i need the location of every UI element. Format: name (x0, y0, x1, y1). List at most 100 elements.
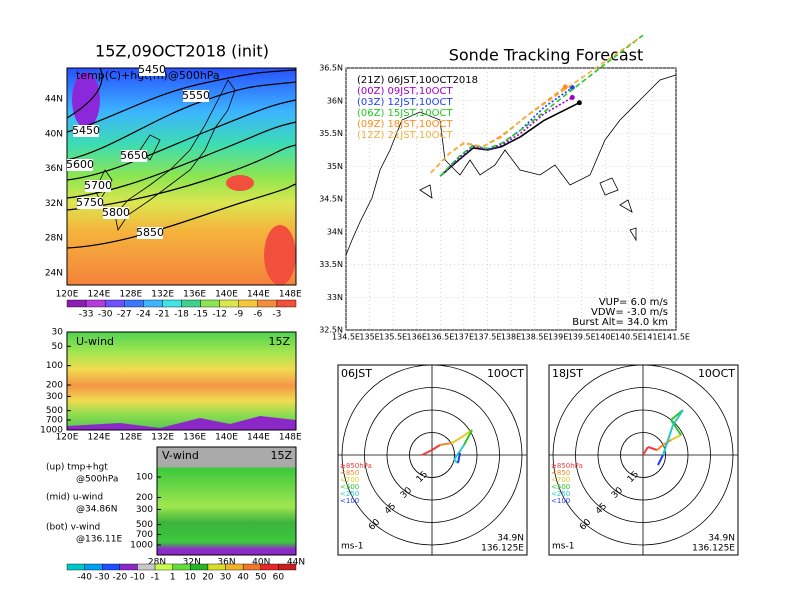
legend-entry: ≥850hPa (340, 462, 372, 470)
colorbar-cell (172, 563, 191, 571)
label: 40 (237, 573, 249, 583)
label: -1 (151, 573, 160, 583)
label: 34.9N (708, 534, 735, 544)
colorbar-cell (238, 299, 259, 308)
colorbar-cell (162, 299, 182, 308)
colorbar-cell (119, 563, 138, 571)
label: 60 (273, 573, 285, 583)
x-tick-label: 139.5E (568, 333, 596, 342)
label: -27 (117, 310, 132, 320)
label: 500 (136, 520, 153, 530)
label: 5450 (138, 63, 166, 76)
label: 5600 (66, 158, 94, 171)
label-box (183, 90, 209, 102)
colorbar-cell (190, 563, 209, 571)
label: 5750 (76, 196, 104, 209)
ring (597, 409, 689, 501)
y-tick-label: 34N (327, 227, 343, 236)
hodo-trace (457, 452, 461, 464)
colorbar-cell (154, 563, 173, 571)
label: -21 (155, 310, 170, 320)
label-box (77, 197, 103, 209)
label-box (73, 125, 99, 137)
label: 128E (119, 433, 142, 443)
ring (575, 387, 711, 523)
colorbar-cell (137, 563, 156, 571)
hodo-trace (670, 434, 682, 441)
hodo-trace (439, 442, 453, 446)
label: 500 (46, 406, 63, 416)
label: -33 (79, 310, 94, 320)
height-contours (66, 67, 297, 249)
label: 15Z,09OCT2018 (init) (95, 42, 269, 61)
legend-entry: <850 (551, 469, 570, 477)
landing-point (569, 94, 575, 100)
hodo-trace (656, 444, 664, 451)
hodo-trace (662, 424, 674, 456)
landing-point (562, 84, 568, 90)
ring (552, 364, 734, 546)
colorbar-cell (66, 563, 85, 571)
label: -18 (174, 310, 189, 320)
label: 120E (56, 433, 79, 443)
label: 24N (45, 269, 63, 279)
hodo-trace (657, 454, 664, 466)
label: ms-1 (552, 542, 574, 552)
label: 15Z (268, 335, 290, 348)
label: 30 (52, 328, 64, 338)
label: 132E (151, 433, 174, 443)
label: 136.125E (481, 544, 524, 554)
legend-entry: (09Z) 18JST,10OCT (357, 119, 453, 130)
label: 34.9N (497, 534, 524, 544)
legend-entry: <100 (340, 497, 359, 505)
label: -10 (130, 573, 145, 583)
colorbar-cell (84, 563, 103, 571)
label: 144E (247, 290, 270, 300)
label: 1000 (130, 541, 153, 551)
x-tick-label: 137E (454, 333, 474, 342)
label-box (139, 64, 165, 76)
x-tick-label: 135.5E (379, 333, 407, 342)
label: 200 (136, 493, 153, 503)
label: -3 (272, 310, 281, 320)
colorbar-cell (260, 563, 279, 571)
colorbar-cell (276, 299, 297, 308)
hodo-trace (431, 444, 441, 451)
label: -24 (136, 310, 151, 320)
colorbar-cell (143, 299, 163, 308)
colorbar-cell (207, 563, 226, 571)
cold-core (72, 72, 100, 128)
label: 50 (52, 342, 64, 352)
label: 300 (46, 392, 63, 402)
x-tick-label: 137.5E (473, 333, 501, 342)
colorbar-cell (85, 299, 106, 308)
label: 30 (220, 573, 232, 583)
track (439, 86, 573, 177)
hodo-trace (421, 449, 433, 456)
warm-core (226, 175, 254, 191)
legend-entry: ≥850hPa (551, 462, 583, 470)
y-tick-label: 36.5N (319, 64, 343, 73)
label: 124E (87, 290, 110, 300)
legend-entry: <500 (340, 483, 359, 491)
label: 36N (45, 164, 63, 174)
x-tick-label: 134.5E (332, 333, 360, 342)
label: 1 (170, 573, 176, 583)
label: U-wind (76, 335, 114, 348)
colorbar-cell (124, 299, 144, 308)
label: 136E (183, 290, 206, 300)
legend-entry: (21Z) 06JST,10OCT2018 (357, 75, 478, 86)
legend-entry: <250 (340, 490, 359, 498)
ring (409, 432, 455, 478)
label: Burst Alt= 34.0 km (572, 317, 668, 328)
hodo-trace (647, 446, 658, 451)
label: 06JST (341, 367, 372, 380)
label: (mid) u-wind (46, 493, 103, 503)
label: 148E (279, 433, 302, 443)
legend-entry: (03Z) 12JST,10OCT (357, 97, 453, 108)
track (430, 37, 639, 174)
landing-point (576, 100, 582, 106)
x-tick-label: 141E (642, 333, 662, 342)
frame (66, 67, 297, 286)
x-tick-label: 136E (407, 333, 427, 342)
